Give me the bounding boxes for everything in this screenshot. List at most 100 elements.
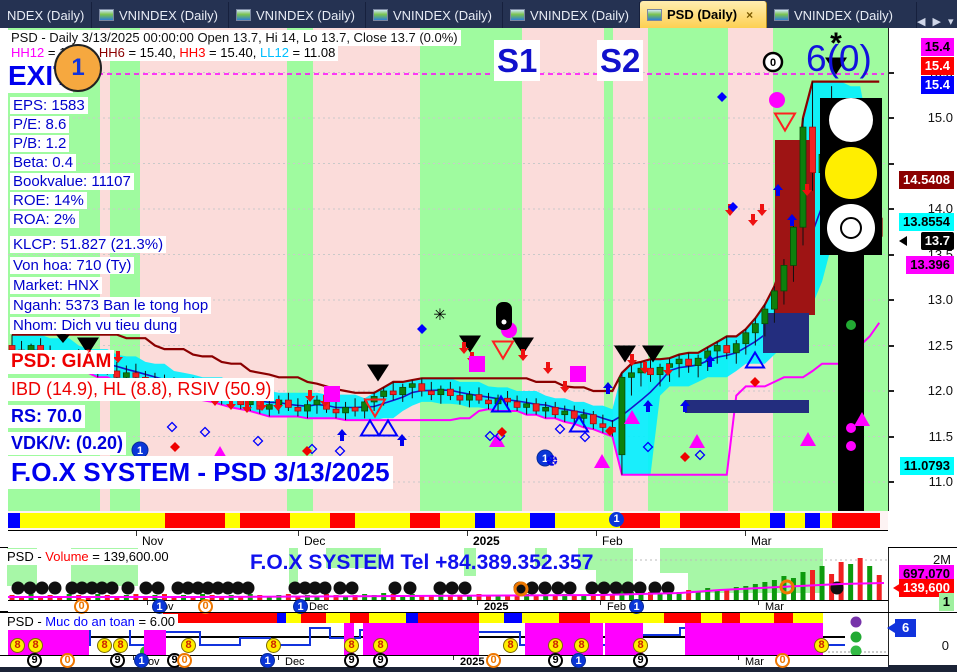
volume-badge: 139,600 (899, 579, 954, 597)
volume-bar (533, 596, 539, 600)
price-badge: 13.396 (906, 256, 954, 274)
safety-strip-segment (350, 613, 369, 623)
volume-orange-marker (779, 579, 795, 595)
candle-body (694, 357, 702, 366)
candle-body (732, 343, 740, 354)
safety-level-badge: 8 (503, 638, 518, 653)
tab-scroll-right-icon[interactable]: ▶ (932, 16, 941, 28)
strip-segment (680, 513, 740, 528)
tab-psd-active[interactable]: PSD (Daily) × (640, 1, 767, 28)
marker-diamond (497, 427, 507, 437)
legend-part: PSD - (7, 614, 46, 629)
date-marker-badge: 9 (27, 653, 42, 668)
strip-segment (330, 513, 355, 528)
axis-label: 15.0 (927, 110, 953, 125)
safety-right-dot (850, 631, 862, 643)
volume-bar (686, 590, 692, 600)
pole-dot (846, 441, 856, 451)
volume-bar (733, 587, 739, 600)
date-label: Dec (309, 601, 329, 613)
safety-level-badge: 8 (28, 638, 43, 653)
marker-diamond (166, 421, 178, 433)
volume-dot (23, 581, 37, 595)
volume-dot (288, 581, 302, 595)
marker (568, 414, 590, 433)
candle-body (542, 406, 550, 412)
axis-label: 12.0 (927, 383, 953, 398)
volume-dot (191, 581, 205, 595)
safety-strip-segment (664, 613, 701, 623)
date-tick (745, 531, 746, 536)
strip-segment (20, 513, 165, 528)
tab-scroll-controls: ◀ ▶ ▾ (917, 15, 957, 28)
date-axis[interactable]: Nov Dec 2025 Feb Mar (8, 530, 888, 548)
volume-bar (667, 591, 673, 600)
marker-diamond (717, 92, 727, 102)
safety-date-axis: Nov Dec 2025 Mar 9 0 9 1 9 0 1 9 9 0 9 1 9 0 (0, 653, 888, 668)
volume-bar (343, 596, 349, 600)
price-badge: 13.7 (920, 232, 954, 250)
candle-body (284, 399, 292, 408)
strip-segment (495, 513, 530, 528)
tab-3[interactable]: VNINDEX (Daily) (366, 2, 503, 28)
chart-thumbnail-icon (647, 8, 662, 21)
safety-strip-segment (369, 613, 406, 623)
background-stripe (648, 28, 728, 511)
candle-body (437, 388, 445, 396)
rs-readout: RS: 70.0 (8, 405, 86, 428)
tab-close-icon[interactable]: × (746, 7, 754, 22)
candles-group (8, 81, 883, 475)
marker-diamond (694, 449, 706, 461)
marker (363, 398, 387, 419)
volume-badge: 1 (938, 593, 954, 611)
s2-label: S2 (597, 40, 644, 82)
volume-bar (876, 575, 882, 600)
date-marker-badge: 0 (775, 653, 790, 668)
marker-arrow (680, 400, 690, 412)
tab-1[interactable]: VNINDEX (Daily) (92, 2, 229, 28)
volume-bar (562, 594, 568, 600)
navy-zone-box (763, 313, 809, 353)
candle-body (294, 406, 302, 412)
stat-item: Nhom: Dich vu tieu dung (10, 317, 181, 334)
marker-arrow (226, 398, 236, 410)
tab-4[interactable]: VNINDEX (Daily) (503, 2, 640, 28)
marker-square (570, 366, 586, 382)
candle-body (122, 372, 130, 378)
volume-bar (628, 592, 634, 600)
tab-6[interactable]: VNINDEX (Daily) (767, 2, 917, 28)
strip-segment (240, 513, 290, 528)
stat-item: KLCP: 51.827 (21.3%) (10, 236, 167, 253)
marker (459, 335, 481, 353)
marker (624, 410, 640, 424)
marker (614, 345, 636, 363)
volume-bar (438, 594, 444, 600)
candle-body (523, 403, 531, 408)
tab-bar: NDEX (Daily) VNINDEX (Daily) VNINDEX (Dail… (0, 0, 957, 28)
candle-body (599, 423, 607, 428)
tab-label: PSD (Daily) (667, 7, 738, 22)
date-tick (738, 656, 739, 660)
marker-diamond (728, 202, 738, 212)
indicator-readout: IBD (14.9), HL (8.8), RSIV (50.9) (8, 378, 275, 401)
candle-body (113, 370, 121, 378)
volume-bar (38, 597, 44, 600)
marker-arrow (543, 362, 553, 374)
marker-diamond (642, 441, 654, 453)
tab-menu-icon[interactable]: ▾ (947, 16, 954, 28)
background-stripe (604, 28, 613, 511)
date-tick (453, 656, 454, 660)
strip-segment (555, 513, 620, 528)
price-axis[interactable]: 15.515.014.013.513.012.512.011.511.015.4… (888, 28, 957, 511)
tab-scroll-left-icon[interactable]: ◀ (917, 16, 926, 28)
marker-arrow (640, 362, 650, 374)
volume-bar (638, 593, 644, 600)
marker-square (469, 356, 485, 372)
safety-strip-segment (740, 613, 774, 623)
tab-label: VNINDEX (Daily) (530, 7, 629, 23)
marker-glyph: 0 (770, 57, 776, 69)
tab-2[interactable]: VNINDEX (Daily) (229, 2, 366, 28)
tab-0[interactable]: NDEX (Daily) (0, 2, 92, 28)
volume-axis[interactable]: 2M 697,070 139,600 1 (888, 548, 957, 612)
